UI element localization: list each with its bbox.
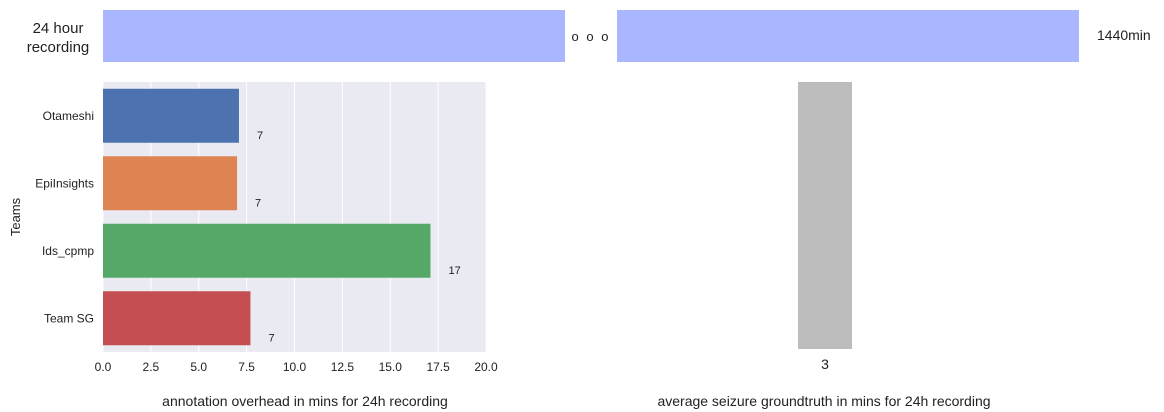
left-x-tick-label: 20.0 [474, 360, 498, 374]
recording-bar-right [617, 10, 1079, 62]
bar-team-sg [103, 291, 251, 346]
left-y-axis-label: Teams [8, 197, 23, 236]
left-y-tick-label: Team SG [44, 311, 94, 325]
left-x-tick-label: 17.5 [426, 360, 450, 374]
left-data-label: 7 [257, 130, 263, 142]
left-x-axis-label: annotation overhead in mins for 24h reco… [162, 393, 448, 409]
left-data-labels: 7 7 17 7 [255, 130, 461, 345]
left-x-tick-labels: 0.0 2.5 5.0 7.5 10.0 12.5 15.0 17.5 20.0 [95, 360, 498, 374]
left-data-label: 7 [268, 332, 274, 344]
left-x-tick-label: 0.0 [95, 360, 112, 374]
left-y-tick-label: EpiInsights [35, 176, 94, 190]
right-data-labels: 3 [821, 356, 829, 372]
recording-end-label: 1440min [1097, 27, 1151, 43]
left-y-tick-labels: Otameshi EpiInsights Ids_cpmp Team SG [35, 109, 94, 326]
recording-label-line2: recording [27, 39, 90, 56]
right-data-label: 3 [821, 356, 829, 372]
left-x-tick-label: 10.0 [283, 360, 307, 374]
left-x-tick-label: 2.5 [143, 360, 160, 374]
bar-otameshi [103, 88, 239, 143]
bar-ids-cpmp [103, 223, 431, 278]
bar-seizure-groundtruth [798, 82, 852, 349]
left-x-tick-label: 7.5 [238, 360, 255, 374]
right-bars [798, 82, 852, 349]
recording-label-line1: 24 hour [33, 20, 84, 37]
left-data-label: 7 [255, 197, 261, 209]
left-bars [103, 88, 431, 346]
recording-bar-left [103, 10, 565, 62]
left-y-tick-label: Ids_cpmp [42, 244, 94, 258]
left-x-tick-label: 12.5 [331, 360, 355, 374]
right-x-axis-label: average seizure groundtruth in mins for … [657, 393, 990, 409]
bar-epiinsights [103, 156, 238, 211]
left-y-tick-label: Otameshi [43, 109, 94, 123]
left-x-tick-label: 5.0 [190, 360, 207, 374]
annotation-overhead-chart: Otameshi EpiInsights Ids_cpmp Team SG 0.0 2.… [8, 82, 498, 409]
left-data-label: 17 [448, 265, 460, 277]
recording-timeline: 24 hour recording o o o 1440min [27, 10, 1151, 62]
seizure-groundtruth-chart: 3 average seizure groundtruth in mins fo… [657, 82, 991, 409]
recording-ellipsis: o o o [572, 29, 611, 44]
left-x-tick-label: 15.0 [379, 360, 403, 374]
